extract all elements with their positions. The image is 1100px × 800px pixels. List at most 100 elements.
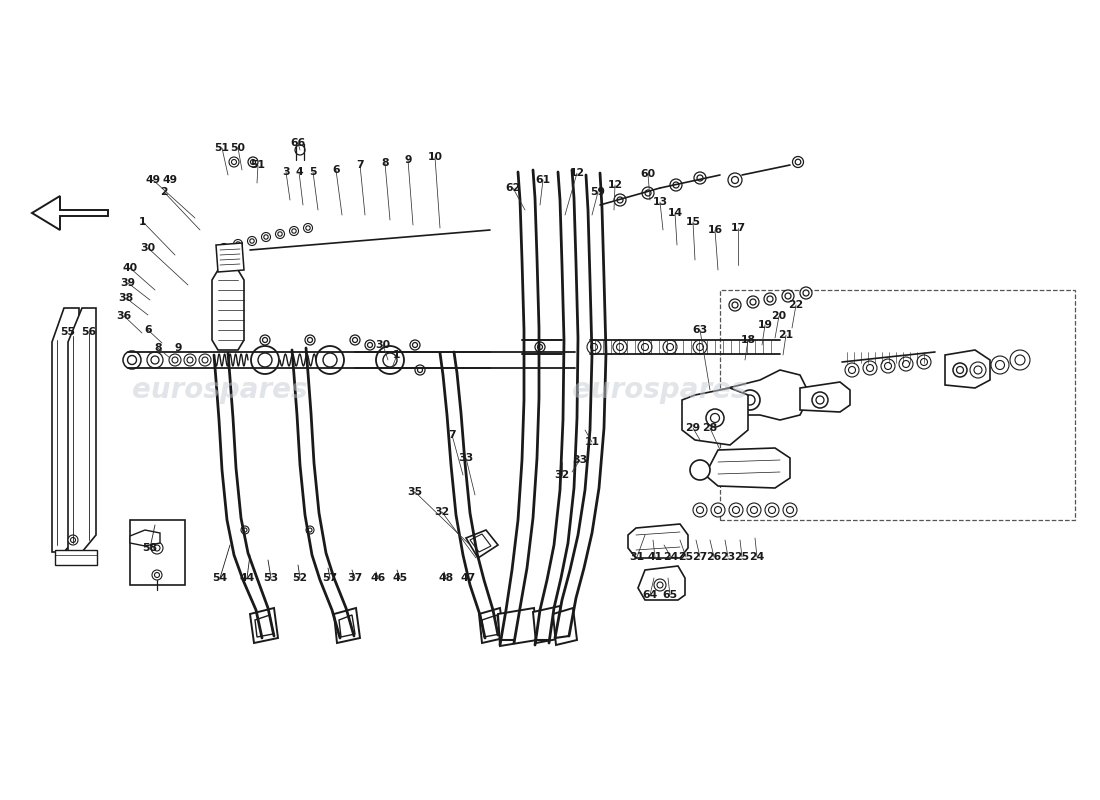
Text: 51: 51 bbox=[214, 143, 230, 153]
Circle shape bbox=[323, 353, 337, 367]
Text: 28: 28 bbox=[703, 423, 717, 433]
Text: 26: 26 bbox=[706, 552, 722, 562]
Circle shape bbox=[638, 340, 652, 354]
Circle shape bbox=[295, 145, 305, 155]
Circle shape bbox=[696, 343, 704, 350]
Circle shape bbox=[418, 367, 422, 373]
Circle shape bbox=[750, 299, 756, 305]
Polygon shape bbox=[466, 530, 498, 558]
Circle shape bbox=[243, 528, 248, 532]
Circle shape bbox=[248, 157, 258, 167]
Circle shape bbox=[316, 346, 344, 374]
Polygon shape bbox=[212, 270, 244, 350]
Text: 39: 39 bbox=[120, 278, 135, 288]
Circle shape bbox=[657, 582, 663, 588]
Circle shape bbox=[812, 392, 828, 408]
Text: 63: 63 bbox=[692, 325, 707, 335]
Text: 21: 21 bbox=[779, 330, 793, 340]
Text: 17: 17 bbox=[730, 223, 746, 233]
Circle shape bbox=[412, 342, 418, 347]
Text: 35: 35 bbox=[407, 487, 422, 497]
Circle shape bbox=[154, 545, 160, 551]
Polygon shape bbox=[32, 196, 108, 230]
Circle shape bbox=[152, 570, 162, 580]
Text: 58: 58 bbox=[143, 543, 157, 553]
Circle shape bbox=[260, 335, 270, 345]
Circle shape bbox=[128, 355, 136, 365]
Text: 10: 10 bbox=[428, 152, 442, 162]
Circle shape bbox=[68, 535, 78, 545]
Polygon shape bbox=[130, 530, 159, 546]
Circle shape bbox=[767, 296, 773, 302]
Circle shape bbox=[803, 290, 808, 296]
Circle shape bbox=[726, 343, 734, 350]
Text: 19: 19 bbox=[758, 320, 772, 330]
Polygon shape bbox=[339, 615, 355, 637]
Circle shape bbox=[235, 242, 240, 246]
Circle shape bbox=[884, 362, 891, 370]
Circle shape bbox=[864, 361, 877, 375]
Polygon shape bbox=[334, 608, 360, 643]
Text: 32: 32 bbox=[434, 507, 450, 517]
Text: 20: 20 bbox=[771, 311, 786, 321]
Circle shape bbox=[785, 293, 791, 299]
Text: 36: 36 bbox=[117, 311, 132, 321]
Circle shape bbox=[694, 172, 706, 184]
Circle shape bbox=[696, 506, 704, 514]
Text: 22: 22 bbox=[789, 300, 804, 310]
Circle shape bbox=[848, 366, 856, 374]
Circle shape bbox=[899, 357, 913, 371]
Circle shape bbox=[953, 363, 967, 377]
Circle shape bbox=[974, 366, 982, 374]
Circle shape bbox=[728, 173, 743, 187]
Polygon shape bbox=[482, 615, 500, 637]
Text: 23: 23 bbox=[720, 552, 736, 562]
Circle shape bbox=[711, 503, 725, 517]
Text: 56: 56 bbox=[81, 327, 97, 337]
Circle shape bbox=[231, 159, 236, 165]
Circle shape bbox=[764, 293, 776, 305]
Circle shape bbox=[902, 361, 910, 367]
Text: 49: 49 bbox=[145, 175, 161, 185]
Text: 62: 62 bbox=[505, 183, 520, 193]
Circle shape bbox=[292, 229, 296, 234]
Text: 50: 50 bbox=[231, 143, 245, 153]
Bar bbox=[55, 550, 97, 565]
Text: 41: 41 bbox=[648, 552, 662, 562]
Text: 24: 24 bbox=[663, 552, 679, 562]
Circle shape bbox=[263, 338, 267, 342]
Circle shape bbox=[754, 340, 767, 354]
Circle shape bbox=[733, 506, 739, 514]
Circle shape bbox=[251, 346, 279, 374]
Circle shape bbox=[663, 340, 676, 354]
Circle shape bbox=[747, 296, 759, 308]
Circle shape bbox=[262, 233, 271, 242]
Text: 4: 4 bbox=[295, 167, 302, 177]
Circle shape bbox=[613, 340, 627, 354]
Text: 60: 60 bbox=[640, 169, 656, 179]
Text: 32: 32 bbox=[554, 470, 570, 480]
Text: 7: 7 bbox=[448, 430, 455, 440]
Circle shape bbox=[172, 357, 178, 363]
Circle shape bbox=[673, 182, 679, 188]
Text: 8: 8 bbox=[154, 343, 162, 353]
Circle shape bbox=[991, 356, 1009, 374]
Circle shape bbox=[305, 335, 315, 345]
Circle shape bbox=[222, 246, 227, 250]
Circle shape bbox=[241, 526, 249, 534]
Circle shape bbox=[154, 573, 160, 578]
Text: 53: 53 bbox=[263, 573, 278, 583]
Text: 46: 46 bbox=[371, 573, 386, 583]
Text: 24: 24 bbox=[749, 552, 764, 562]
Circle shape bbox=[278, 232, 283, 236]
Text: 29: 29 bbox=[685, 423, 701, 433]
Text: 44: 44 bbox=[240, 573, 254, 583]
Circle shape bbox=[715, 506, 722, 514]
Polygon shape bbox=[720, 370, 810, 420]
Circle shape bbox=[258, 353, 272, 367]
Circle shape bbox=[264, 235, 268, 239]
Text: 7: 7 bbox=[356, 160, 364, 170]
Circle shape bbox=[764, 503, 779, 517]
Text: 12: 12 bbox=[607, 180, 623, 190]
Circle shape bbox=[697, 175, 703, 181]
